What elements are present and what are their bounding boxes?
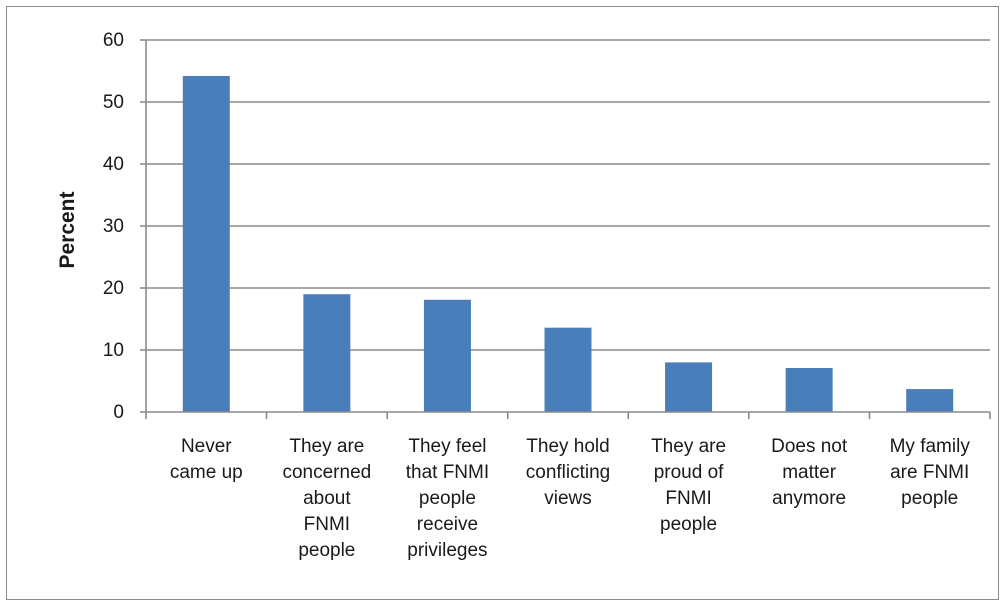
x-category-label-line: views xyxy=(544,488,592,509)
x-category-label: Never came up xyxy=(170,436,243,483)
axes xyxy=(140,39,991,419)
x-category-label-line: people xyxy=(298,540,355,561)
x-category-label-line: privileges xyxy=(407,540,487,561)
x-category-label-line: conflicting xyxy=(526,462,611,483)
y-tick-label: 10 xyxy=(103,340,124,361)
x-category-label-line: people xyxy=(901,488,958,509)
x-category-label-line: anymore xyxy=(772,488,846,509)
x-category-label-line: Does not xyxy=(771,436,848,457)
x-category-label-line: They are xyxy=(651,436,726,457)
y-axis-title: Percent xyxy=(56,191,79,268)
y-tick-label: 40 xyxy=(103,154,124,175)
x-category-label-line: came up xyxy=(170,462,243,483)
x-category-labels: Never came up They are concerned about FNMI pe… xyxy=(170,436,970,561)
x-category-label: They are concerned about FNMI people xyxy=(282,436,371,561)
x-category-label: They feel that FNMI people receive privilege… xyxy=(406,436,489,561)
y-tick-label: 0 xyxy=(113,402,124,423)
x-category-label-line: My family xyxy=(890,436,971,457)
y-tick-label: 60 xyxy=(103,30,124,51)
y-tick-label: 30 xyxy=(103,216,124,237)
bars xyxy=(182,75,954,413)
bar-7 xyxy=(906,389,954,412)
x-category-label-line: FNMI xyxy=(304,514,350,535)
x-category-label-line: people xyxy=(419,488,476,509)
x-category-label-line: that FNMI xyxy=(406,462,489,483)
x-category-label-line: They feel xyxy=(408,436,486,457)
x-category-label: They hold conflicting views xyxy=(526,436,611,509)
x-category-label-line: FNMI xyxy=(665,488,711,509)
bar-2 xyxy=(303,294,351,412)
x-category-label-line: receive xyxy=(417,514,478,535)
x-category-label-line: They hold xyxy=(526,436,609,457)
y-tick-label: 20 xyxy=(103,278,124,299)
x-category-label-line: proud of xyxy=(654,462,724,483)
x-category-label-line: about xyxy=(303,488,351,509)
x-category-label-line: They are xyxy=(289,436,364,457)
chart-frame xyxy=(6,6,999,600)
x-category-label-line: are FNMI xyxy=(890,462,969,483)
x-category-label-line: people xyxy=(660,514,717,535)
bar-6 xyxy=(785,367,833,412)
bar-1 xyxy=(182,75,230,413)
x-category-label: My family are FNMI people xyxy=(890,436,971,509)
bar-3 xyxy=(423,299,471,412)
bar-5 xyxy=(665,362,713,412)
x-category-label: They are proud of FNMI people xyxy=(651,436,726,535)
x-category-label-line: concerned xyxy=(282,462,371,483)
x-category-label-line: Never xyxy=(181,436,232,457)
y-tick-labels: 0 10 20 30 40 50 60 xyxy=(103,30,124,423)
x-category-label: Does not matter anymore xyxy=(771,436,848,509)
x-category-label-line: matter xyxy=(782,462,837,483)
bar-4 xyxy=(544,327,592,412)
gridlines xyxy=(146,39,990,351)
y-tick-label: 50 xyxy=(103,92,124,113)
